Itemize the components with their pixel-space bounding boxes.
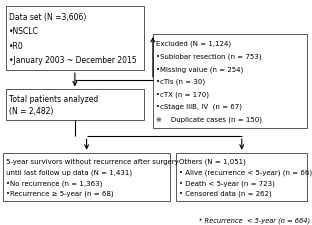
- FancyBboxPatch shape: [3, 153, 170, 201]
- Text: •cStage IIIB, IV  (n = 67): •cStage IIIB, IV (n = 67): [156, 103, 242, 110]
- FancyBboxPatch shape: [6, 90, 144, 120]
- Text: •Sublobar resection (n = 753): •Sublobar resection (n = 753): [156, 53, 261, 60]
- FancyBboxPatch shape: [153, 35, 307, 128]
- Text: (N = 2,482): (N = 2,482): [9, 107, 54, 116]
- Text: •No recurrence (n = 1,363): •No recurrence (n = 1,363): [6, 179, 103, 186]
- Text: ※    Duplicate cases (n = 150): ※ Duplicate cases (n = 150): [156, 116, 262, 122]
- Text: Total patients analyzed: Total patients analyzed: [9, 94, 99, 104]
- Text: •cTis (n = 30): •cTis (n = 30): [156, 78, 205, 85]
- FancyBboxPatch shape: [176, 153, 307, 201]
- Text: Others (N = 1,051): Others (N = 1,051): [179, 158, 246, 164]
- Text: Excluded (N = 1,124): Excluded (N = 1,124): [156, 41, 231, 47]
- Text: •R0: •R0: [9, 42, 24, 51]
- Text: •January 2003 ~ December 2015: •January 2003 ~ December 2015: [9, 56, 137, 65]
- Text: •cTX (n = 170): •cTX (n = 170): [156, 91, 209, 97]
- Text: • Alive (recurrence < 5-year) (n = 66): • Alive (recurrence < 5-year) (n = 66): [179, 169, 312, 175]
- FancyBboxPatch shape: [6, 7, 144, 71]
- Text: * Recurrence  < 5-year (n = 664): * Recurrence < 5-year (n = 664): [199, 216, 310, 223]
- Text: •NSCLC: •NSCLC: [9, 27, 39, 36]
- Text: 5-year survivors without recurrence after surgery: 5-year survivors without recurrence afte…: [6, 158, 179, 164]
- Text: • Censored data (n = 262): • Censored data (n = 262): [179, 190, 272, 196]
- Text: •Missing value (n = 254): •Missing value (n = 254): [156, 66, 243, 72]
- Text: •Recurrence ≥ 5-year (n = 68): •Recurrence ≥ 5-year (n = 68): [6, 190, 114, 196]
- Text: Data set (N =3,606): Data set (N =3,606): [9, 12, 87, 21]
- Text: • Death < 5-year (n = 723): • Death < 5-year (n = 723): [179, 179, 275, 186]
- Text: until last follow up data (N = 1,431): until last follow up data (N = 1,431): [6, 169, 132, 175]
